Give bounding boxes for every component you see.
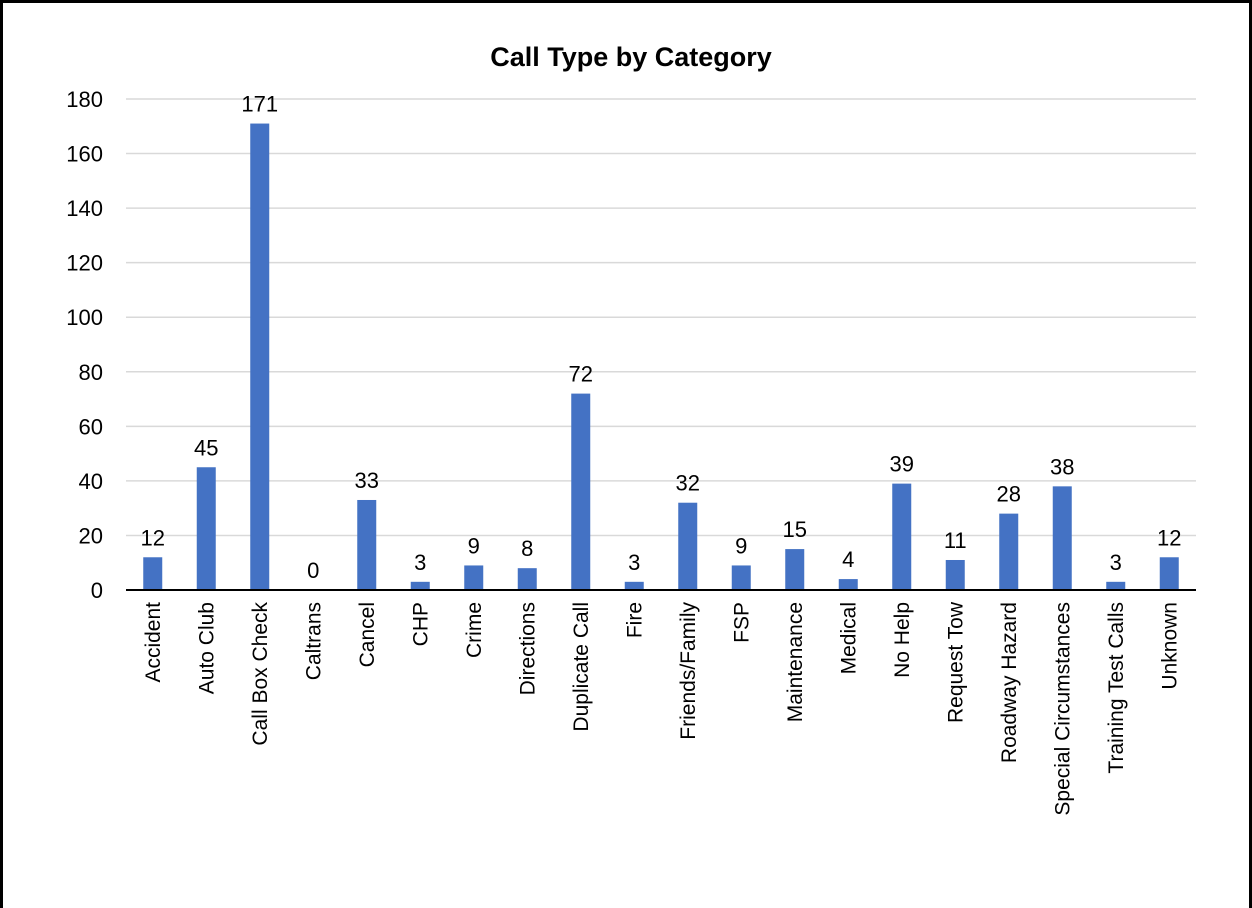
data-label: 8 — [521, 536, 533, 561]
bar — [250, 123, 270, 591]
y-tick-label: 160 — [66, 142, 103, 167]
data-label: 171 — [241, 92, 278, 117]
gridlines — [126, 98, 1196, 537]
data-label: 9 — [735, 533, 747, 558]
x-tick-label: Call Box Check — [249, 602, 272, 746]
bar — [892, 483, 912, 590]
data-label: 3 — [1110, 550, 1122, 575]
x-tick-label: FSP — [730, 602, 753, 643]
bar — [838, 579, 858, 590]
data-label: 11 — [944, 528, 967, 553]
data-label: 12 — [1157, 525, 1181, 550]
bar — [410, 581, 430, 590]
y-tick-label: 140 — [66, 196, 103, 221]
bar — [1052, 486, 1072, 590]
x-tick-label: Crime — [463, 602, 486, 658]
y-tick-label: 60 — [79, 414, 103, 439]
data-label: 38 — [1050, 454, 1074, 479]
y-axis-ticks: 0 20 40 60 80 100 120 140 160 180 — [66, 87, 103, 603]
x-tick-label: Cancel — [356, 602, 379, 667]
x-tick-label: Accident — [142, 602, 165, 683]
bar — [999, 513, 1019, 590]
x-tick-label: Fire — [623, 602, 646, 638]
x-tick-label: Roadway Hazard — [998, 602, 1021, 763]
data-label: 3 — [414, 550, 426, 575]
data-label: 39 — [890, 452, 914, 477]
data-label: 12 — [141, 525, 165, 550]
x-tick-label: Unknown — [1158, 602, 1181, 690]
bar — [464, 565, 484, 590]
bar — [731, 565, 751, 590]
bar — [517, 568, 537, 590]
data-label: 3 — [628, 550, 640, 575]
bar — [196, 467, 216, 590]
x-axis-ticks: Accident Auto Club Call Box Check Caltrans C… — [142, 601, 1182, 815]
data-label: 45 — [194, 435, 218, 460]
x-tick-label: Medical — [837, 602, 860, 674]
bar — [624, 581, 644, 590]
x-tick-label: Friends/Family — [677, 602, 700, 740]
data-label: 9 — [468, 533, 480, 558]
data-label: 32 — [676, 471, 700, 496]
bars — [143, 123, 1179, 591]
data-label: 33 — [355, 468, 379, 493]
x-tick-label: Duplicate Call — [570, 602, 593, 732]
bar — [571, 393, 591, 590]
y-tick-label: 0 — [91, 578, 103, 603]
x-tick-label: Auto Club — [195, 602, 218, 694]
bar — [945, 559, 965, 590]
y-tick-label: 180 — [66, 87, 103, 112]
bar — [1106, 581, 1126, 590]
data-label: 15 — [783, 517, 807, 542]
x-tick-label: Maintenance — [784, 602, 807, 722]
x-tick-label: No Help — [891, 602, 914, 678]
y-tick-label: 40 — [79, 469, 103, 494]
bar — [785, 549, 805, 590]
y-tick-label: 120 — [66, 251, 103, 276]
chart-title: Call Type by Category — [490, 42, 772, 72]
x-tick-label: Directions — [516, 602, 539, 695]
bar — [678, 502, 698, 590]
x-tick-label: Special Circumstances — [1051, 602, 1074, 816]
x-tick-label: Caltrans — [302, 602, 325, 680]
y-tick-label: 80 — [79, 360, 103, 385]
data-label: 0 — [307, 558, 319, 583]
data-label: 72 — [569, 362, 593, 387]
x-tick-label: Request Tow — [944, 601, 967, 723]
x-tick-label: Training Test Calls — [1105, 602, 1128, 774]
y-tick-label: 100 — [66, 305, 103, 330]
bar — [1159, 557, 1179, 590]
x-tick-label: CHP — [409, 602, 432, 646]
bar — [143, 557, 163, 590]
y-tick-label: 20 — [79, 523, 103, 548]
data-label: 28 — [997, 482, 1021, 507]
bar — [357, 499, 377, 590]
data-label: 4 — [842, 547, 854, 572]
